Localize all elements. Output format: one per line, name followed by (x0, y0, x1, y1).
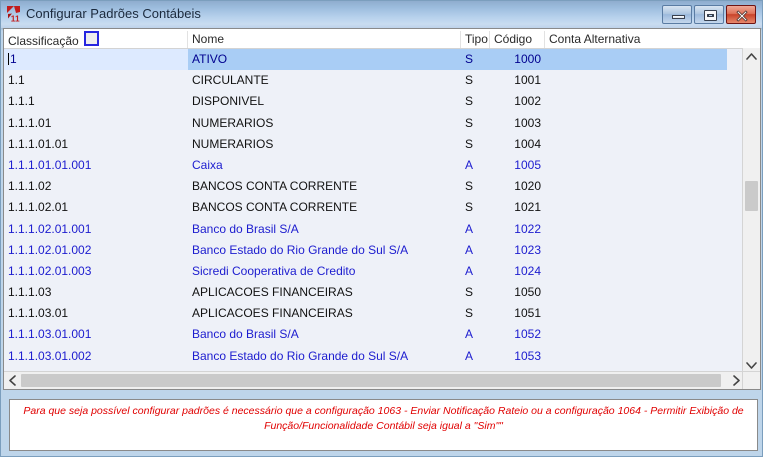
svg-text:11: 11 (11, 13, 20, 22)
